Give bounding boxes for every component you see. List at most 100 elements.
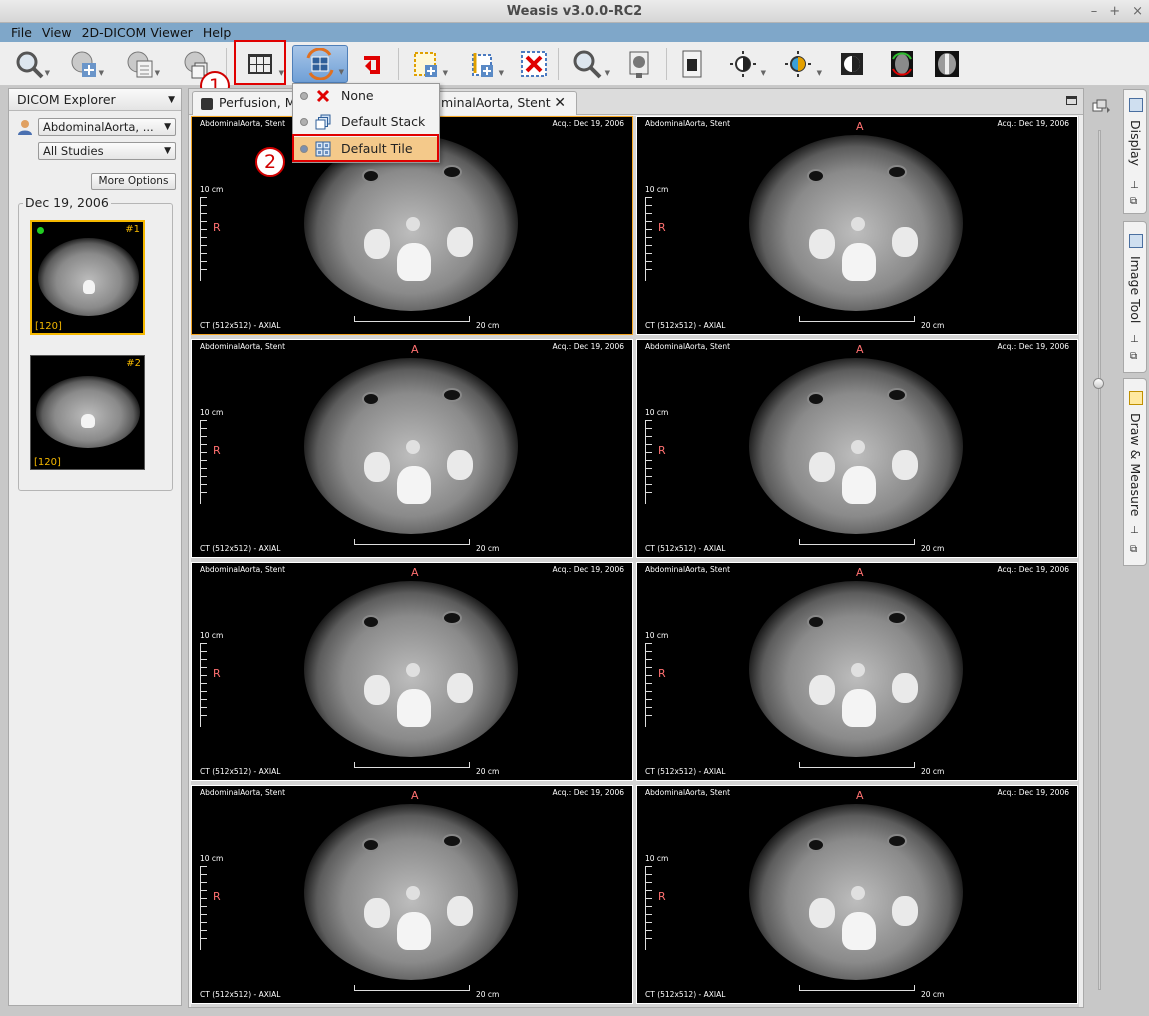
- dock-tab-display[interactable]: Display ⊥ ⧉: [1123, 89, 1147, 214]
- maximize-button[interactable]: +: [1109, 0, 1120, 23]
- toolbar-separator: [666, 48, 667, 80]
- horizontal-scale-ruler: [354, 985, 470, 991]
- image-viewport[interactable]: AbdominalAorta, Stent Acq.: Dec 19, 2006 A…: [191, 339, 633, 558]
- metadata-button[interactable]: [674, 45, 710, 83]
- panel-menu-icon[interactable]: ▼: [168, 89, 175, 111]
- overlay-orientation-anterior: A: [856, 566, 864, 579]
- pin-icon[interactable]: ⊥: [1130, 334, 1139, 345]
- menu-item-none[interactable]: None: [293, 84, 439, 108]
- ct-spine: [397, 243, 431, 281]
- image-viewport[interactable]: AbdominalAorta, Stent Acq.: Dec 19, 2006 A…: [191, 562, 633, 781]
- overlay-modality-info: CT (512x512) - AXIAL: [645, 990, 725, 999]
- export-icon: [124, 49, 154, 79]
- ct-spine: [397, 466, 431, 504]
- ct-spine: [842, 466, 876, 504]
- synchronise-button[interactable]: ▼: [292, 45, 348, 83]
- vertical-scale-ruler: [200, 643, 208, 727]
- ct-aorta: [406, 440, 420, 454]
- series-scrollbar[interactable]: [1093, 116, 1105, 1006]
- ct-aorta: [851, 440, 865, 454]
- menu-2d-dicom-viewer[interactable]: 2D-DICOM Viewer: [77, 25, 198, 40]
- ct-kidney-right: [364, 229, 390, 259]
- ct-bowel: [887, 834, 907, 848]
- dock-tab-image-tool[interactable]: Image Tool ⊥ ⧉: [1123, 221, 1147, 373]
- reset-button[interactable]: [354, 45, 390, 83]
- image-viewport[interactable]: AbdominalAorta, Stent Acq.: Dec 19, 2006 A…: [636, 785, 1078, 1004]
- horizontal-scale-ruler: [799, 316, 915, 322]
- lut-button[interactable]: ▼: [774, 45, 822, 83]
- selection-rectangle-icon: [411, 49, 441, 79]
- overlay-ruler-length: 20 cm: [921, 990, 944, 999]
- ct-kidney-left: [892, 450, 918, 480]
- overlay-orientation-anterior: A: [411, 566, 419, 579]
- image-viewport[interactable]: AbdominalAorta, Stent Acq.: Dec 19, 2006 A…: [636, 339, 1078, 558]
- float-icon[interactable]: ⧉: [1130, 351, 1137, 362]
- ct-kidney-right: [364, 675, 390, 705]
- more-options-button[interactable]: More Options: [91, 173, 176, 190]
- menu-file[interactable]: File: [6, 25, 37, 40]
- ct-kidney-left: [447, 450, 473, 480]
- patient-select[interactable]: AbdominalAorta, ... ▼: [38, 118, 176, 136]
- rotate-button[interactable]: [884, 45, 920, 83]
- dock-tab-image-tool-label: Image Tool: [1128, 256, 1143, 323]
- minimize-button[interactable]: –: [1091, 0, 1098, 23]
- menu-help[interactable]: Help: [198, 25, 237, 40]
- ct-kidney-right: [809, 898, 835, 928]
- series-number: #2: [126, 358, 141, 369]
- image-viewport[interactable]: AbdominalAorta, Stent Acq.: Dec 19, 2006 A…: [191, 785, 633, 1004]
- series-image-count: [120]: [34, 457, 61, 468]
- overlay-patient-name: AbdominalAorta, Stent: [200, 788, 285, 797]
- close-button[interactable]: ×: [1132, 0, 1143, 23]
- scrollbar-knob[interactable]: [1093, 378, 1104, 389]
- dock-tab-draw-measure[interactable]: Draw & Measure ⊥ ⧉: [1123, 378, 1147, 566]
- ct-kidney-left: [892, 896, 918, 926]
- draw-measure-button[interactable]: ▼: [460, 45, 504, 83]
- menu-view[interactable]: View: [37, 25, 77, 40]
- flip-button[interactable]: [930, 45, 964, 83]
- overlay-ruler-length: 20 cm: [476, 767, 499, 776]
- contrast-sun-icon: [728, 49, 758, 79]
- series-thumbnail-2[interactable]: #2 [120]: [30, 355, 145, 470]
- overlay-acquisition-date: Acq.: Dec 19, 2006: [998, 342, 1069, 351]
- export-dicom-button[interactable]: ▼: [118, 45, 160, 83]
- overlay-scale-label: 10 cm: [645, 408, 668, 417]
- pin-icon[interactable]: ⊥: [1130, 180, 1139, 191]
- annotation-step-2: 2: [255, 147, 285, 177]
- image-viewport[interactable]: AbdominalAorta, Stent Acq.: Dec 19, 2006 A…: [636, 116, 1078, 335]
- overlay-modality-info: CT (512x512) - AXIAL: [645, 767, 725, 776]
- ct-aorta: [406, 217, 420, 231]
- maximize-view-icon[interactable]: [1066, 96, 1077, 105]
- ct-spine: [81, 414, 95, 428]
- lens-button[interactable]: [618, 45, 660, 83]
- overlay-patient-name: AbdominalAorta, Stent: [200, 565, 285, 574]
- overlay-patient-name: AbdominalAorta, Stent: [645, 119, 730, 128]
- image-viewport[interactable]: AbdominalAorta, Stent Acq.: Dec 19, 2006 A…: [636, 562, 1078, 781]
- pin-icon[interactable]: ⊥: [1130, 525, 1139, 536]
- overlay-acquisition-date: Acq.: Dec 19, 2006: [998, 788, 1069, 797]
- ct-aorta: [851, 663, 865, 677]
- close-tab-icon[interactable]: ✕: [554, 92, 566, 114]
- ct-kidney-left: [447, 673, 473, 703]
- vertical-scale-ruler: [645, 866, 653, 950]
- delete-measure-button[interactable]: [516, 45, 552, 83]
- series-thumbnail-1[interactable]: #1 [120]: [30, 220, 145, 335]
- invert-button[interactable]: [834, 45, 870, 83]
- ct-kidney-left: [892, 673, 918, 703]
- float-icon[interactable]: ⧉: [1130, 196, 1137, 207]
- ct-spine: [842, 689, 876, 727]
- horizontal-scale-ruler: [799, 762, 915, 768]
- zoom-button[interactable]: ▼: [564, 45, 610, 83]
- window-controls: – + ×: [1091, 0, 1143, 23]
- color-lut-icon: [783, 49, 813, 79]
- menu-item-default-stack[interactable]: Default Stack: [293, 110, 439, 134]
- select-measure-button[interactable]: ▼: [404, 45, 448, 83]
- import-dicom-button[interactable]: ▼: [62, 45, 104, 83]
- float-icon[interactable]: ⧉: [1130, 544, 1137, 555]
- studies-select[interactable]: All Studies ▼: [38, 142, 176, 160]
- overlay-ruler-length: 20 cm: [921, 544, 944, 553]
- open-dicom-button[interactable]: ▼: [8, 45, 50, 83]
- window-level-button[interactable]: ▼: [720, 45, 766, 83]
- overlay-scale-label: 10 cm: [200, 631, 223, 640]
- layout-toggle-icon[interactable]: [1091, 98, 1111, 114]
- overlay-patient-name: AbdominalAorta, Stent: [645, 565, 730, 574]
